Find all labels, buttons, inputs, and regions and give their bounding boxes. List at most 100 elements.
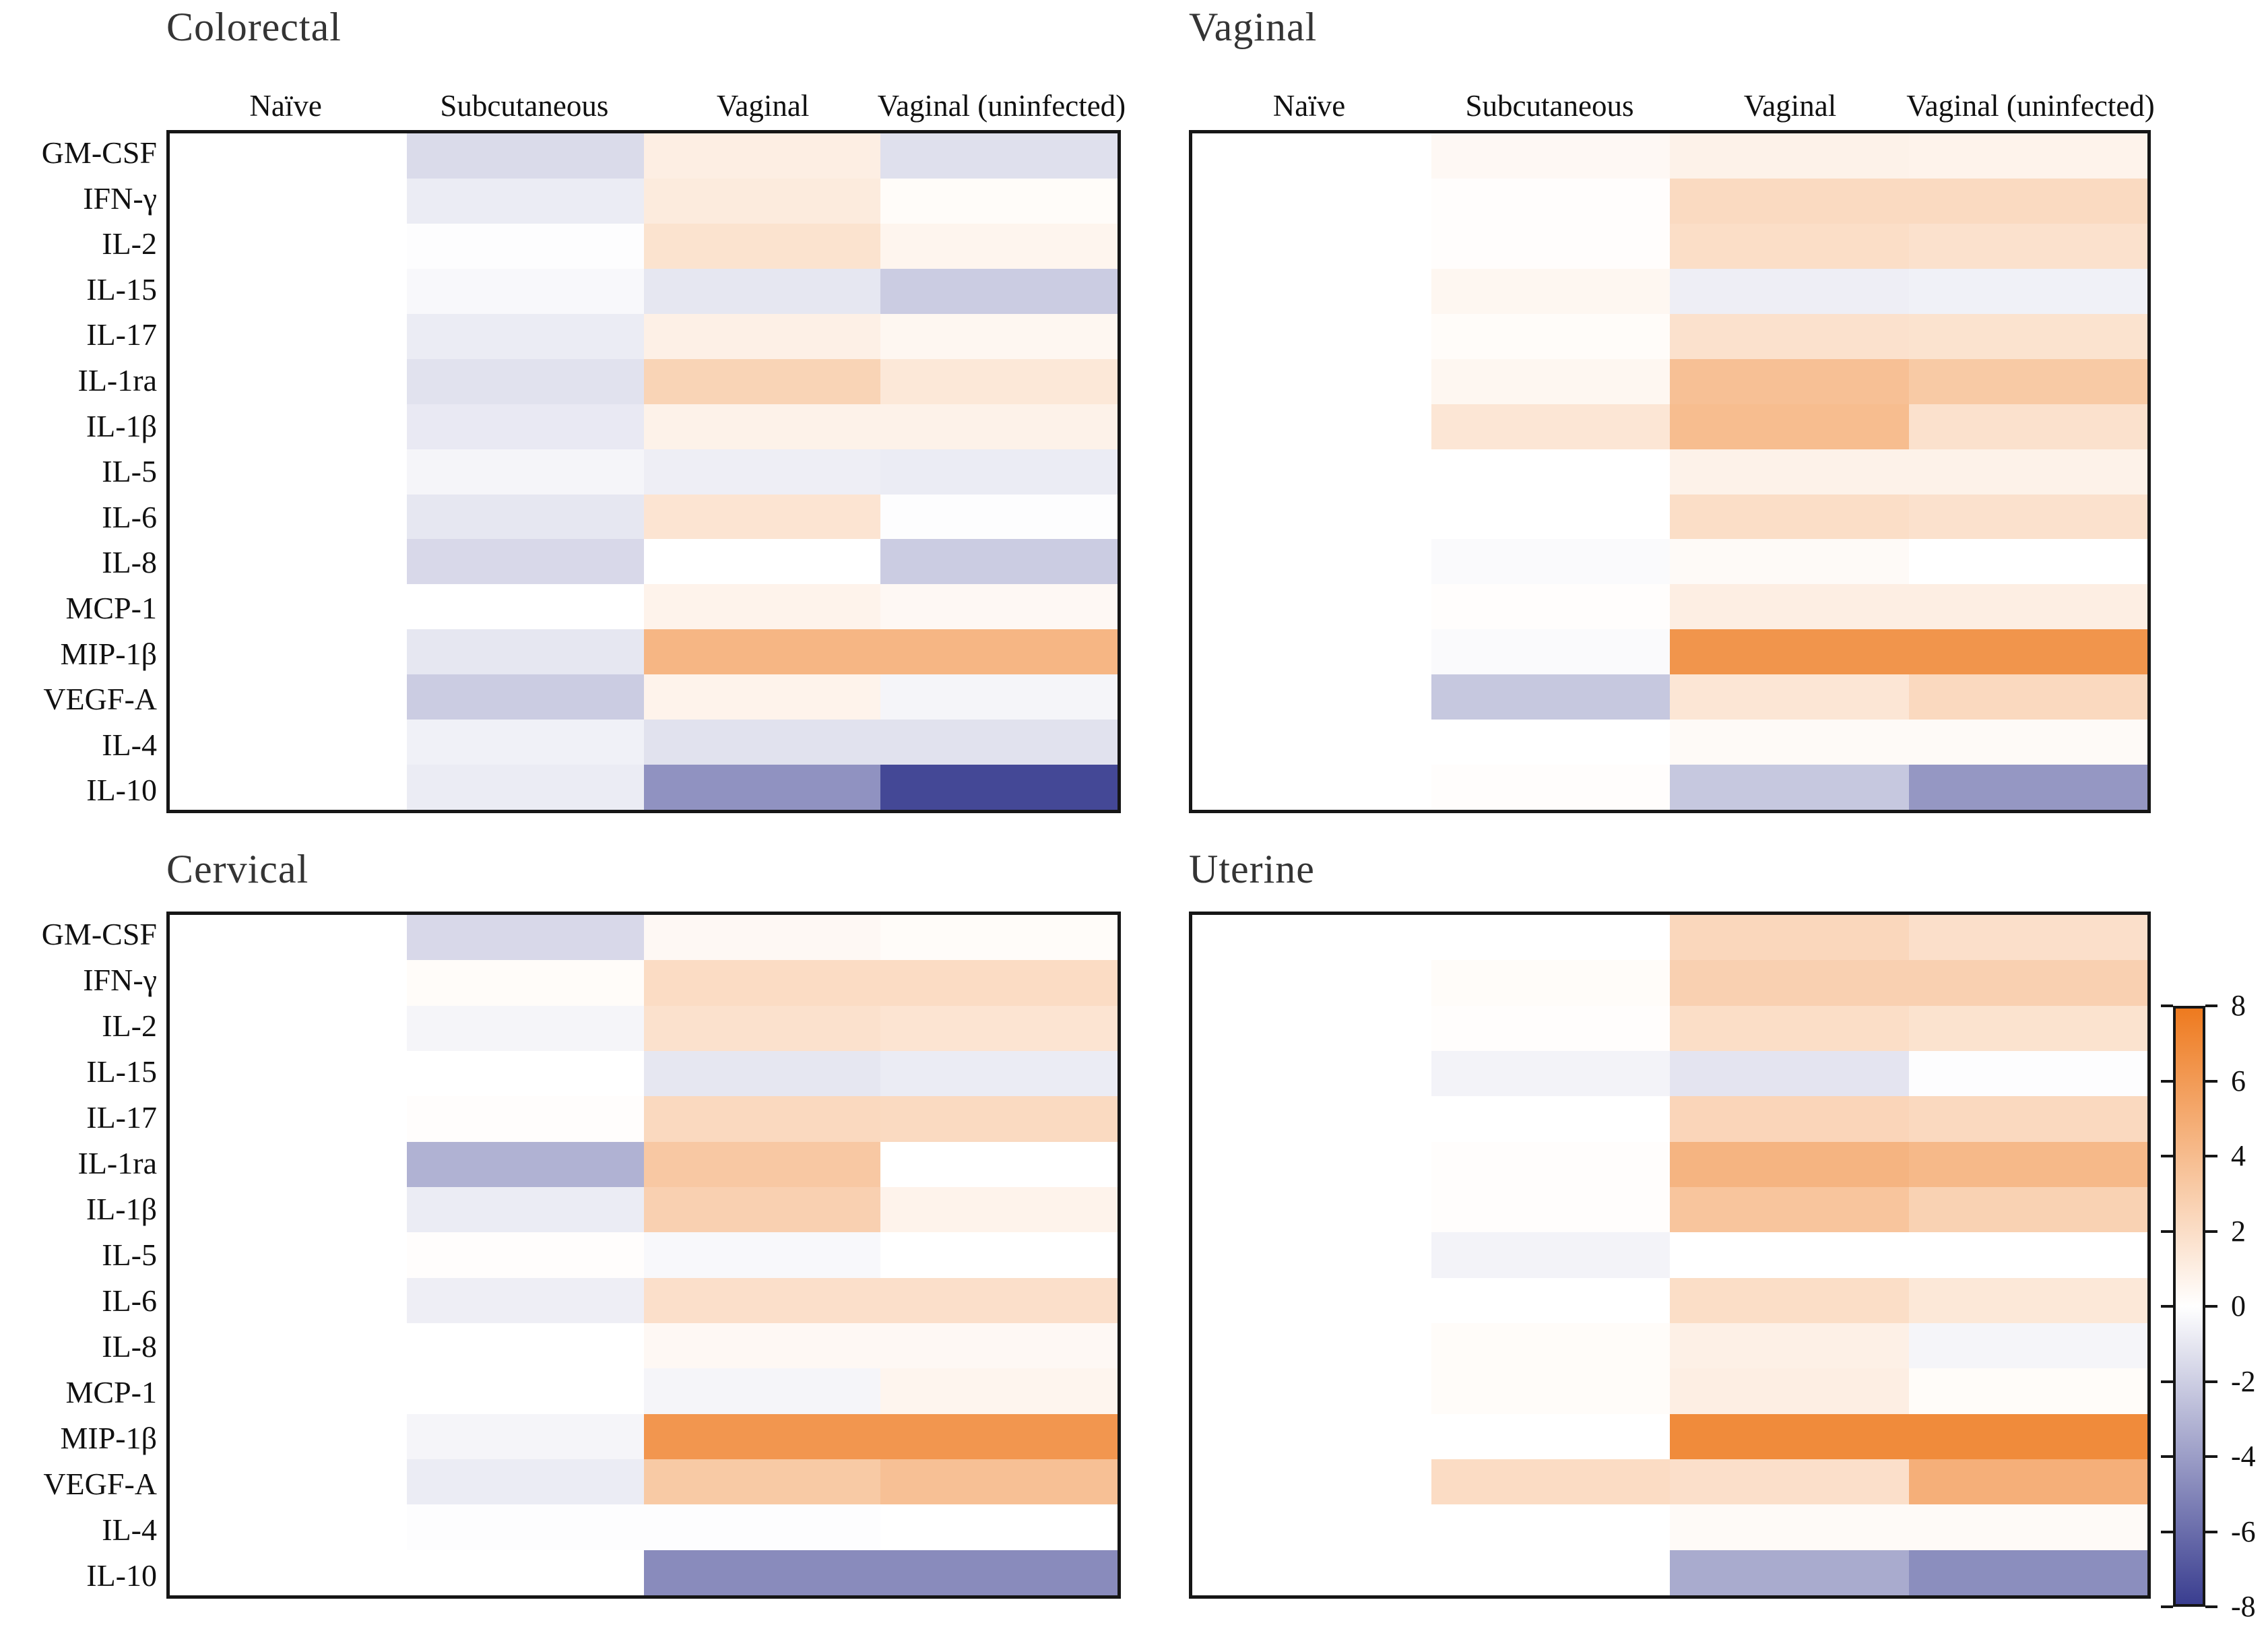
heatmap-row (1192, 915, 2147, 961)
heatmap-row (1192, 449, 2147, 495)
heatmap-cell (643, 674, 881, 720)
heatmap-row (170, 960, 1117, 1006)
heatmap-cell (1192, 404, 1431, 449)
heatmap-cell (1670, 584, 1909, 630)
colorbar-tick-label: 0 (2231, 1289, 2246, 1322)
heatmap-cell (1908, 313, 2147, 359)
row-label: MIP-1β (60, 636, 157, 671)
row-label: VEGF-A (43, 1467, 157, 1501)
heatmap-cell (406, 1232, 644, 1278)
heatmap-cell (880, 720, 1117, 765)
heatmap-cell (1431, 178, 1670, 224)
heatmap-cell (1908, 223, 2147, 269)
heatmap-row (170, 1504, 1117, 1550)
row-label: VEGF-A (43, 682, 157, 717)
heatmap-cell (170, 765, 407, 810)
heatmap-cell (1908, 915, 2147, 961)
column-header: Subcutaneous (1465, 89, 1634, 123)
heatmap-cell (170, 178, 407, 224)
heatmap-cell (880, 674, 1117, 720)
heatmap-row (1192, 720, 2147, 765)
heatmap-cell (643, 1232, 881, 1278)
row-label: GM-CSF (41, 135, 157, 170)
heatmap-cell (1670, 1413, 1909, 1459)
heatmap-cell (170, 1322, 407, 1369)
colorbar-tick (2205, 1079, 2217, 1083)
heatmap-cell (1670, 358, 1909, 404)
heatmap-cell (1431, 1096, 1670, 1142)
heatmap-row (170, 765, 1117, 810)
heatmap-row (170, 629, 1117, 675)
colorbar-tick-label: -6 (2231, 1514, 2256, 1548)
heatmap-row (1192, 1504, 2147, 1550)
heatmap-cell (643, 765, 881, 810)
heatmap-cell (643, 584, 881, 630)
row-label: IL-6 (102, 1283, 157, 1318)
colorbar-tick-label: 6 (2231, 1064, 2246, 1097)
heatmap-row (1192, 1050, 2147, 1097)
heatmap-row (170, 404, 1117, 449)
heatmap-cell (880, 629, 1117, 675)
heatmap-row (170, 1277, 1117, 1323)
heatmap-cell (880, 584, 1117, 630)
heatmap-cell (170, 223, 407, 269)
colorbar-tick (2161, 1079, 2173, 1083)
colorbar-tick (2205, 1380, 2217, 1383)
heatmap-cell (1908, 629, 2147, 675)
heatmap-cell (406, 629, 644, 675)
row-label: IL-1ra (77, 1146, 157, 1180)
heatmap-cell (880, 1141, 1117, 1187)
heatmap-cell (880, 1322, 1117, 1369)
heatmap-cell (880, 1504, 1117, 1550)
heatmap-cell (1431, 720, 1670, 765)
heatmap-cell (1431, 1050, 1670, 1097)
row-label: IL-2 (102, 226, 157, 261)
heatmap-cell (880, 178, 1117, 224)
panel-title-vaginal: Vaginal (1189, 5, 1318, 49)
heatmap-cell (1670, 1459, 1909, 1505)
heatmap-cell (1908, 1186, 2147, 1233)
heatmap-cell (1670, 629, 1909, 675)
heatmap-cell (1192, 494, 1431, 540)
heatmap-cell (406, 1413, 644, 1459)
heatmap-cell (1431, 1141, 1670, 1187)
heatmap-cell (1431, 1413, 1670, 1459)
heatmap-cell (1192, 765, 1431, 810)
heatmap-cell (170, 1232, 407, 1278)
heatmap-cell (1670, 539, 1909, 585)
heatmap-cell (406, 1186, 644, 1233)
heatmap-cell (1908, 960, 2147, 1006)
heatmap-cell (1908, 765, 2147, 810)
heatmap-cell (643, 404, 881, 449)
heatmap-row (1192, 1550, 2147, 1595)
colorbar-tick (2161, 1230, 2173, 1233)
heatmap-cell (1192, 1005, 1431, 1051)
heatmap-cell (170, 539, 407, 585)
heatmap-cell (1192, 1050, 1431, 1097)
panel-title-uterine: Uterine (1189, 847, 1315, 891)
heatmap-cell (643, 1005, 881, 1051)
colorbar-tick (2205, 1605, 2217, 1608)
heatmap-cell (1670, 765, 1909, 810)
heatmap-cell (1908, 1141, 2147, 1187)
colorbar-tick (2161, 1530, 2173, 1533)
heatmap-row (1192, 268, 2147, 314)
heatmap-cell (406, 133, 644, 179)
heatmap-cell (170, 1186, 407, 1233)
heatmap-cell (880, 765, 1117, 810)
row-label: IL-17 (86, 1100, 157, 1135)
heatmap-cell (1192, 1186, 1431, 1233)
heatmap-cell (170, 1368, 407, 1414)
heatmap-cell (643, 629, 881, 675)
heatmap-row (1192, 1413, 2147, 1459)
heatmap-cell (1908, 1277, 2147, 1323)
heatmap-row (170, 584, 1117, 630)
heatmap-cell (1908, 1504, 2147, 1550)
heatmap-cell (406, 1096, 644, 1142)
heatmap-cell (170, 629, 407, 675)
heatmap-cell (406, 539, 644, 585)
heatmap-cell (880, 358, 1117, 404)
row-label: IL-4 (102, 1512, 157, 1547)
heatmap-row (1192, 1459, 2147, 1505)
heatmap-cell (880, 915, 1117, 961)
